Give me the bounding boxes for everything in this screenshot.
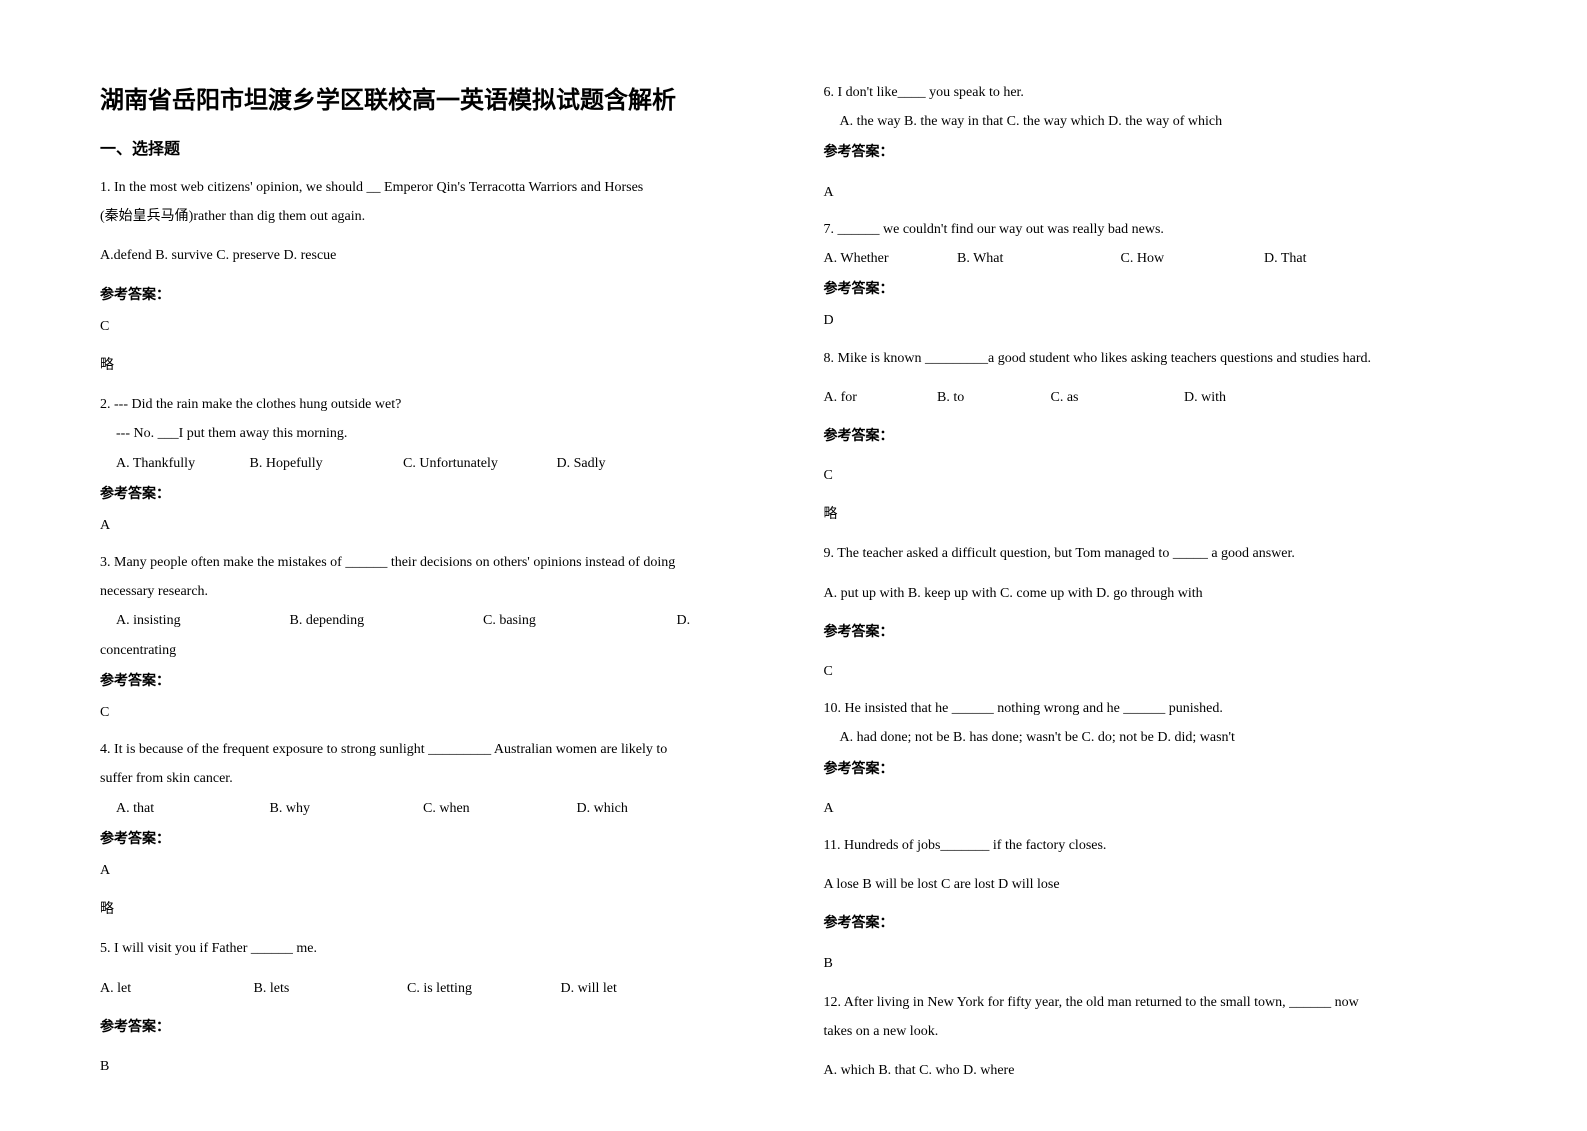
answer-note: 略 bbox=[824, 502, 1488, 527]
question-3: 3. Many people often make the mistakes o… bbox=[100, 550, 764, 725]
answer: A bbox=[100, 858, 764, 883]
options: A. the way B. the way in that C. the way… bbox=[824, 109, 1488, 134]
option-c: C. when bbox=[423, 796, 573, 821]
option-a: A. that bbox=[116, 796, 266, 821]
answer-label: 参考答案： bbox=[100, 669, 764, 694]
question-7: 7. ______ we couldn't find our way out w… bbox=[824, 217, 1488, 334]
question-text: 8. Mike is known _________a good student… bbox=[824, 346, 1488, 371]
options: A. that B. why C. when D. which bbox=[100, 796, 764, 821]
option-d: D. will let bbox=[561, 976, 617, 1001]
answer-label: 参考答案： bbox=[824, 424, 1488, 449]
option-d: D. which bbox=[577, 796, 628, 821]
answer: C bbox=[100, 700, 764, 725]
answer-label: 参考答案： bbox=[824, 140, 1488, 165]
question-text: takes on a new look. bbox=[824, 1019, 1488, 1044]
answer: C bbox=[824, 659, 1488, 684]
answer: A bbox=[100, 513, 764, 538]
options: A. insisting B. depending C. basing D. bbox=[100, 608, 764, 633]
option-b: B. why bbox=[270, 796, 420, 821]
answer-label: 参考答案： bbox=[100, 283, 764, 308]
answer-note: 略 bbox=[100, 897, 764, 922]
question-text: 10. He insisted that he ______ nothing w… bbox=[824, 696, 1488, 721]
option-a: A. let bbox=[100, 976, 250, 1001]
question-6: 6. I don't like____ you speak to her. A.… bbox=[824, 80, 1488, 205]
question-text: --- No. ___I put them away this morning. bbox=[100, 421, 764, 446]
answer-label: 参考答案： bbox=[824, 277, 1488, 302]
option-c: C. How bbox=[1121, 246, 1261, 271]
question-text: 6. I don't like____ you speak to her. bbox=[824, 80, 1488, 105]
answer-label: 参考答案： bbox=[824, 911, 1488, 936]
question-12: 12. After living in New York for fifty y… bbox=[824, 990, 1488, 1084]
question-text: 5. I will visit you if Father ______ me. bbox=[100, 936, 764, 961]
options: A lose B will be lost C are lost D will … bbox=[824, 872, 1488, 897]
option-a: A. Thankfully bbox=[116, 451, 246, 476]
option-b: B. to bbox=[937, 385, 1047, 410]
answer: D bbox=[824, 308, 1488, 333]
question-text: 2. --- Did the rain make the clothes hun… bbox=[100, 392, 764, 417]
option-b: B. lets bbox=[254, 976, 404, 1001]
options: A. put up with B. keep up with C. come u… bbox=[824, 581, 1488, 606]
answer: C bbox=[100, 314, 764, 339]
option-c: C. Unfortunately bbox=[403, 451, 553, 476]
question-text: suffer from skin cancer. bbox=[100, 766, 764, 791]
answer-label: 参考答案： bbox=[100, 1015, 764, 1040]
answer-label: 参考答案： bbox=[100, 482, 764, 507]
answer: B bbox=[100, 1054, 764, 1079]
question-8: 8. Mike is known _________a good student… bbox=[824, 346, 1488, 528]
right-column: 6. I don't like____ you speak to her. A.… bbox=[824, 80, 1488, 1091]
left-column: 湖南省岳阳市坦渡乡学区联校高一英语模拟试题含解析 一、选择题 1. In the… bbox=[100, 80, 764, 1091]
question-5: 5. I will visit you if Father ______ me.… bbox=[100, 936, 764, 1079]
answer: A bbox=[824, 180, 1488, 205]
question-1: 1. In the most web citizens' opinion, we… bbox=[100, 175, 764, 378]
option-a: A. insisting bbox=[116, 608, 286, 633]
page-container: 湖南省岳阳市坦渡乡学区联校高一英语模拟试题含解析 一、选择题 1. In the… bbox=[0, 0, 1587, 1131]
option-c: C. as bbox=[1051, 385, 1181, 410]
option-d: D. Sadly bbox=[557, 451, 606, 476]
answer-label: 参考答案： bbox=[824, 620, 1488, 645]
options: A. Thankfully B. Hopefully C. Unfortunat… bbox=[100, 451, 764, 476]
answer-label: 参考答案： bbox=[824, 757, 1488, 782]
question-11: 11. Hundreds of jobs_______ if the facto… bbox=[824, 833, 1488, 976]
option-d: D. That bbox=[1264, 246, 1307, 271]
question-text: 3. Many people often make the mistakes o… bbox=[100, 550, 764, 575]
question-text: 12. After living in New York for fifty y… bbox=[824, 990, 1488, 1015]
question-9: 9. The teacher asked a difficult questio… bbox=[824, 541, 1488, 684]
options: A. had done; not be B. has done; wasn't … bbox=[824, 725, 1488, 750]
options: A.defend B. survive C. preserve D. rescu… bbox=[100, 243, 764, 268]
answer: B bbox=[824, 951, 1488, 976]
document-title: 湖南省岳阳市坦渡乡学区联校高一英语模拟试题含解析 bbox=[100, 80, 764, 115]
option-d: D. bbox=[677, 608, 691, 633]
answer-note: 略 bbox=[100, 353, 764, 378]
options: A. which B. that C. who D. where bbox=[824, 1058, 1488, 1083]
answer: A bbox=[824, 796, 1488, 821]
question-text: 11. Hundreds of jobs_______ if the facto… bbox=[824, 833, 1488, 858]
question-text: 7. ______ we couldn't find our way out w… bbox=[824, 217, 1488, 242]
question-text: (秦始皇兵马俑)rather than dig them out again. bbox=[100, 204, 764, 229]
options: A. Whether B. What C. How D. That bbox=[824, 246, 1488, 271]
option-b: B. depending bbox=[290, 608, 480, 633]
option-d: D. with bbox=[1184, 385, 1226, 410]
question-text: necessary research. bbox=[100, 579, 764, 604]
option-a: A. Whether bbox=[824, 246, 954, 271]
option-c: C. basing bbox=[483, 608, 673, 633]
question-text: 9. The teacher asked a difficult questio… bbox=[824, 541, 1488, 566]
question-2: 2. --- Did the rain make the clothes hun… bbox=[100, 392, 764, 538]
section-header: 一、选择题 bbox=[100, 135, 764, 159]
option-b: B. Hopefully bbox=[250, 451, 400, 476]
option-a: A. for bbox=[824, 385, 934, 410]
question-text: 4. It is because of the frequent exposur… bbox=[100, 737, 764, 762]
question-4: 4. It is because of the frequent exposur… bbox=[100, 737, 764, 922]
question-text: 1. In the most web citizens' opinion, we… bbox=[100, 175, 764, 200]
option-c: C. is letting bbox=[407, 976, 557, 1001]
option-b: B. What bbox=[957, 246, 1117, 271]
answer: C bbox=[824, 463, 1488, 488]
options: A. let B. lets C. is letting D. will let bbox=[100, 976, 764, 1001]
question-10: 10. He insisted that he ______ nothing w… bbox=[824, 696, 1488, 821]
question-text: concentrating bbox=[100, 638, 764, 663]
options: A. for B. to C. as D. with bbox=[824, 385, 1488, 410]
answer-label: 参考答案： bbox=[100, 827, 764, 852]
